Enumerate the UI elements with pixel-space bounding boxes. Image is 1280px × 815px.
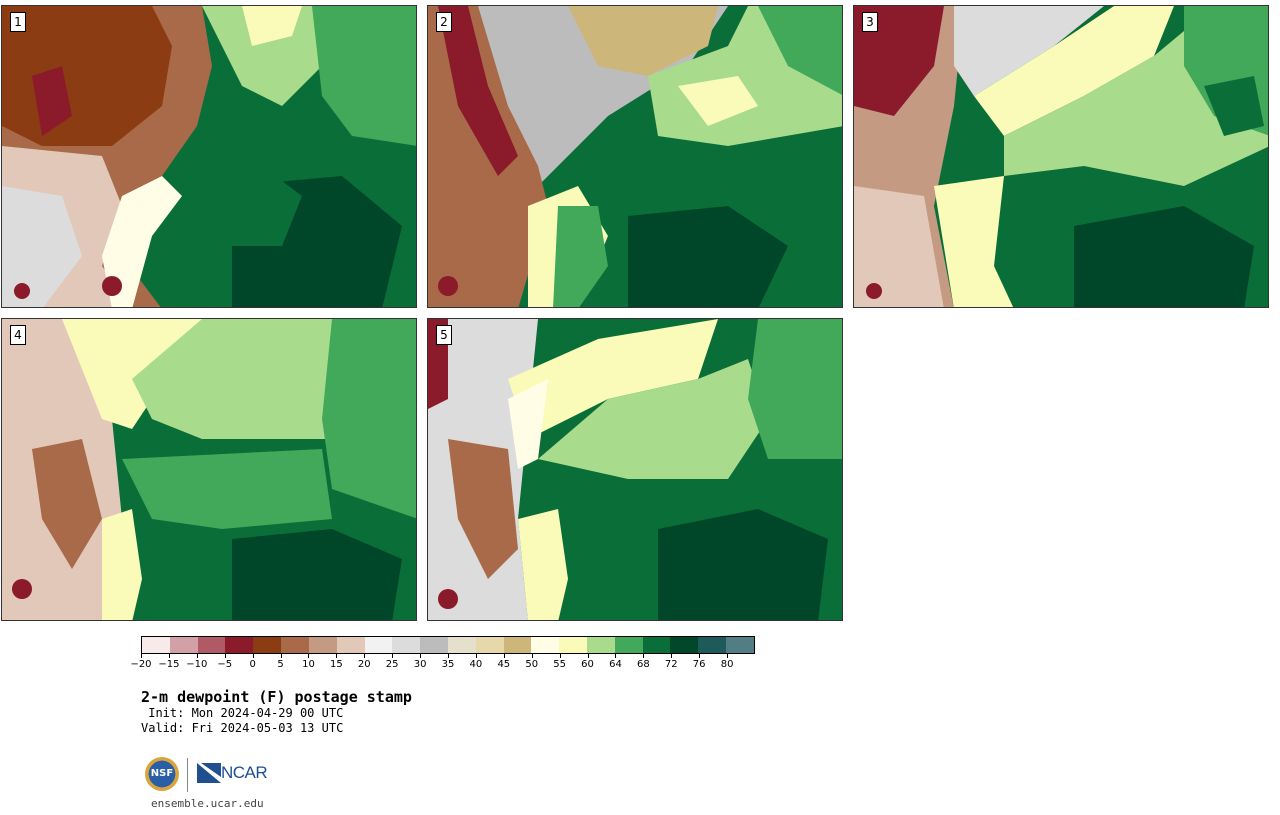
colorbar-tick xyxy=(671,654,673,658)
colorbar-tick-label: 72 xyxy=(664,659,678,670)
ncar-logo-text: NCAR xyxy=(221,763,268,782)
colorbar-tick xyxy=(252,654,254,658)
colorbar-swatch xyxy=(587,637,615,653)
colorbar-swatch xyxy=(670,637,699,653)
colorbar-tick-label: 76 xyxy=(692,659,706,670)
colorbar-swatch xyxy=(642,637,671,653)
colorbar-tick-label: 10 xyxy=(302,659,315,670)
colorbar-swatch xyxy=(364,637,393,653)
colorbar-tick-label: −15 xyxy=(158,659,180,670)
colorbar-swatch xyxy=(142,637,170,653)
ncar-logo-icon xyxy=(197,763,221,783)
nsf-logo-icon xyxy=(145,757,179,791)
colorbar-tick xyxy=(280,654,282,658)
colorbar-tick-label: 35 xyxy=(441,659,455,670)
website-url: ensemble.ucar.edu xyxy=(151,797,264,810)
dewpoint-field-2 xyxy=(428,6,842,307)
colorbar-ticks: −20 −15 −10 −5 0 5 10 15 20 25 30 35 40 45 50 55 60 64 68 7… xyxy=(130,654,755,674)
dewpoint-field-4 xyxy=(2,319,416,620)
colorbar-tick xyxy=(503,654,505,658)
colorbar-swatch xyxy=(420,637,448,653)
colorbar-tick xyxy=(699,654,701,658)
colorbar-tick-label: 55 xyxy=(553,659,566,670)
colorbar-tick-label: 68 xyxy=(636,659,650,670)
ensemble-member-map-1: 1 xyxy=(1,5,417,308)
colorbar-swatch xyxy=(197,637,226,653)
colorbar-tick xyxy=(141,654,142,658)
ensemble-member-map-3: 3 xyxy=(853,5,1269,308)
colorbar-tick xyxy=(559,654,561,658)
colorbar-swatch xyxy=(392,637,421,653)
colorbar-tick-label: 60 xyxy=(581,659,594,670)
colorbar-swatch xyxy=(614,637,643,653)
colorbar-tick xyxy=(392,654,394,658)
logo-divider xyxy=(187,758,188,792)
colorbar-tick-label: −20 xyxy=(130,659,152,670)
colorbar-tick xyxy=(196,654,198,658)
colorbar-swatch xyxy=(531,637,560,653)
member-label: 1 xyxy=(10,12,26,32)
colorbar-tick-label: 40 xyxy=(469,659,483,670)
colorbar-swatch xyxy=(726,637,754,653)
colorbar-tick-label: 15 xyxy=(329,659,343,670)
colorbar-tick xyxy=(224,654,226,658)
colorbar-swatch xyxy=(698,637,727,653)
member-label: 5 xyxy=(436,325,452,345)
plot-title: 2-m dewpoint (F) postage stamp xyxy=(141,688,412,706)
colorbar-tick xyxy=(531,654,533,658)
ensemble-member-map-2: 2 xyxy=(427,5,843,308)
colorbar-swatch xyxy=(447,637,476,653)
colorbar-tick xyxy=(475,654,477,658)
member-label: 4 xyxy=(10,325,26,345)
colorbar-tick-label: 80 xyxy=(720,659,734,670)
member-label: 2 xyxy=(436,12,452,32)
colorbar-tick xyxy=(587,654,589,658)
ensemble-member-map-5: 5 xyxy=(427,318,843,621)
colorbar-tick xyxy=(308,654,310,658)
colorbar-swatch xyxy=(281,637,309,653)
dewpoint-field-3 xyxy=(854,6,1268,307)
colorbar-swatch xyxy=(475,637,504,653)
colorbar-tick xyxy=(420,654,422,658)
colorbar-tick-label: 30 xyxy=(413,659,427,670)
colorbar-swatch xyxy=(503,637,532,653)
colorbar-tick-label: 45 xyxy=(497,659,511,670)
colorbar-swatch xyxy=(308,637,337,653)
colorbar-tick xyxy=(364,654,366,658)
member-label: 3 xyxy=(862,12,878,32)
colorbar-tick-label: 20 xyxy=(357,659,371,670)
colorbar-swatch xyxy=(559,637,587,653)
colorbar-tick-label: 25 xyxy=(385,659,399,670)
nsf-logo-text: NSF xyxy=(150,768,174,779)
colorbar-swatch xyxy=(253,637,282,653)
colorbar-swatch xyxy=(225,637,254,653)
colorbar-swatch xyxy=(336,637,365,653)
sponsor-logos: NSF NCAR xyxy=(145,757,275,793)
ensemble-member-map-4: 4 xyxy=(1,318,417,621)
colorbar-tick-label: 50 xyxy=(525,659,539,670)
dewpoint-field-1 xyxy=(2,6,416,307)
colorbar-tick-label: 0 xyxy=(249,659,256,670)
colorbar-swatch xyxy=(169,637,198,653)
colorbar-tick xyxy=(448,654,449,658)
valid-time: Valid: Fri 2024-05-03 13 UTC xyxy=(141,721,344,735)
colorbar-tick xyxy=(615,654,617,658)
dewpoint-field-5 xyxy=(428,319,842,620)
dewpoint-colorbar xyxy=(141,636,755,654)
colorbar-tick xyxy=(643,654,645,658)
init-time: Init: Mon 2024-04-29 00 UTC xyxy=(141,706,344,720)
colorbar-tick xyxy=(727,654,729,658)
colorbar-tick-label: −10 xyxy=(186,659,208,670)
colorbar-tick-label: −5 xyxy=(217,659,233,670)
colorbar-tick xyxy=(168,654,170,658)
colorbar-tick-label: 5 xyxy=(277,659,284,670)
colorbar-tick-label: 64 xyxy=(609,659,622,670)
colorbar-tick xyxy=(336,654,338,658)
